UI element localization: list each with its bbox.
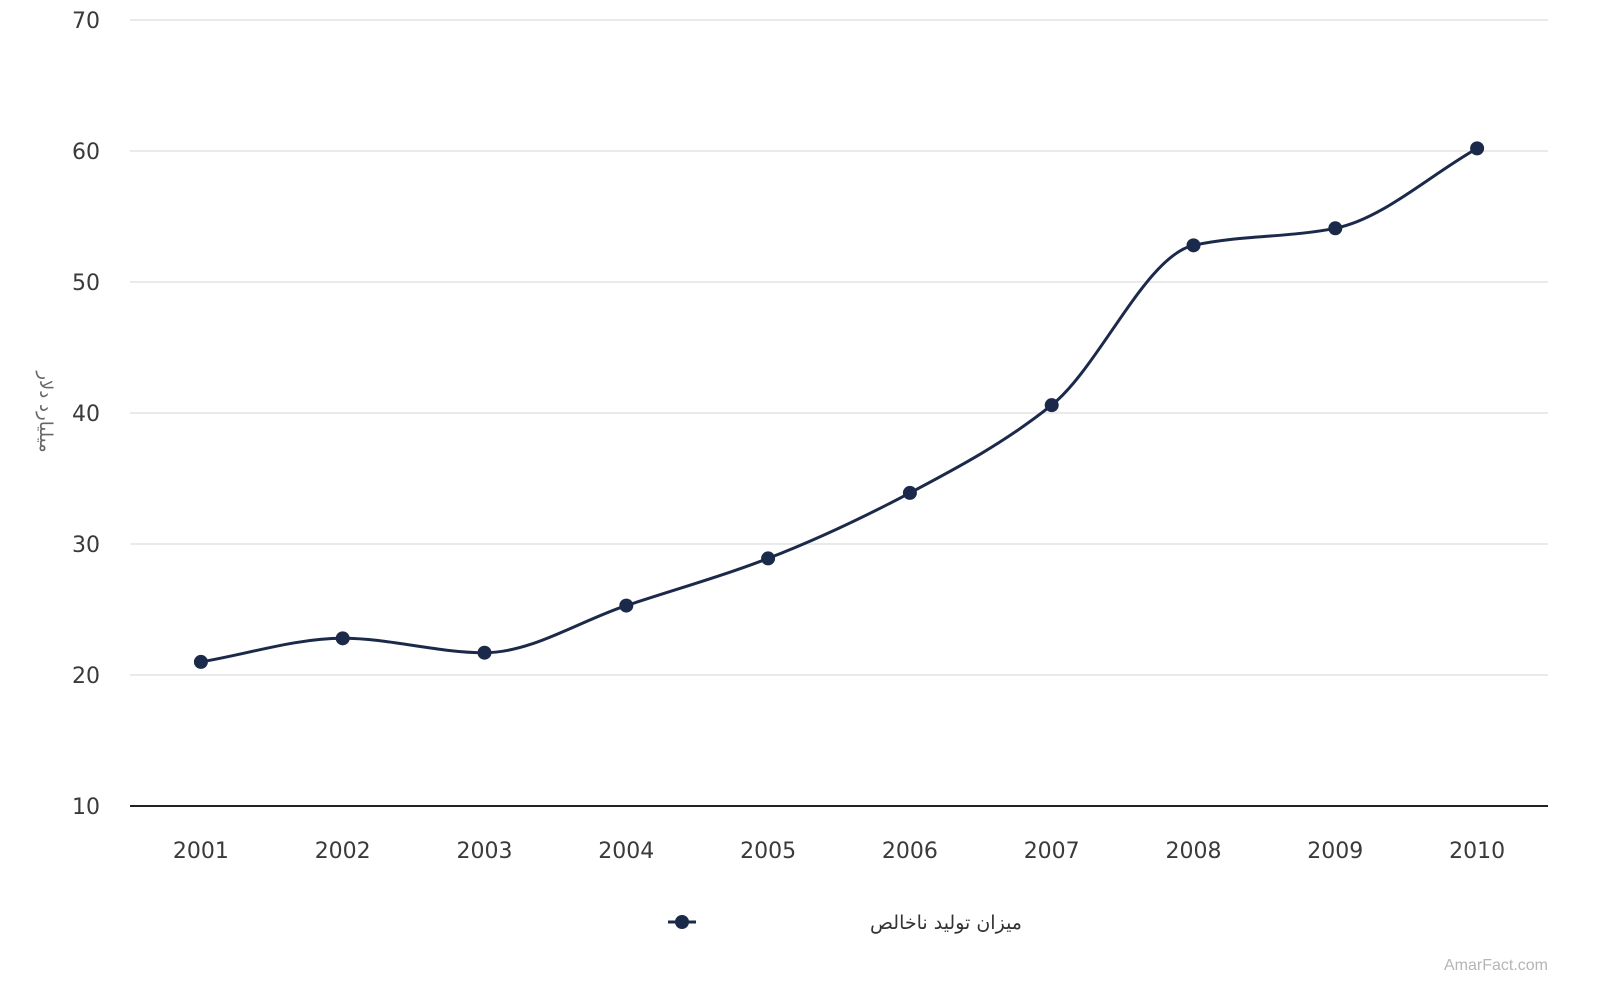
y-tick-label: 60 xyxy=(72,140,100,165)
data-point[interactable] xyxy=(193,654,208,669)
x-tick-label: 2004 xyxy=(598,839,654,864)
data-point[interactable] xyxy=(1044,398,1059,413)
data-point[interactable] xyxy=(477,645,492,660)
data-point[interactable] xyxy=(902,485,917,500)
y-tick-label: 40 xyxy=(72,402,100,427)
data-point[interactable] xyxy=(1328,221,1343,236)
x-tick-label: 2008 xyxy=(1166,839,1222,864)
data-point[interactable] xyxy=(1186,238,1201,253)
y-tick-label: 30 xyxy=(72,533,100,558)
x-tick-label: 2010 xyxy=(1449,839,1505,864)
gridlines xyxy=(130,19,1548,676)
legend-swatch-marker xyxy=(675,915,689,929)
y-tick-label: 50 xyxy=(72,271,100,296)
y-axis-title: میلیارد دلار xyxy=(35,370,56,452)
data-point[interactable] xyxy=(335,631,350,646)
x-tick-label: 2007 xyxy=(1024,839,1080,864)
watermark: AmarFact.com xyxy=(1444,957,1548,974)
y-axis-ticks: 10 20 30 40 50 60 70 xyxy=(72,9,100,820)
series-line xyxy=(200,147,1478,664)
data-point[interactable] xyxy=(1470,141,1485,156)
x-tick-label: 2001 xyxy=(173,839,229,864)
x-axis-ticks: 2001 2002 2003 2004 2005 2006 2007 2008 2009 2010 xyxy=(173,839,1505,864)
y-tick-label: 70 xyxy=(72,9,100,34)
x-tick-label: 2005 xyxy=(740,839,796,864)
legend[interactable]: میزان تولید ناخالص xyxy=(668,912,1022,934)
x-tick-label: 2003 xyxy=(457,839,513,864)
x-tick-label: 2002 xyxy=(315,839,371,864)
x-tick-label: 2006 xyxy=(882,839,938,864)
series-layer xyxy=(193,141,1485,669)
data-point[interactable] xyxy=(619,598,634,613)
data-point[interactable] xyxy=(761,551,776,566)
x-tick-label: 2009 xyxy=(1307,839,1363,864)
legend-label: میزان تولید ناخالص xyxy=(870,912,1022,934)
y-tick-label: 10 xyxy=(72,795,100,820)
y-tick-label: 20 xyxy=(72,664,100,689)
